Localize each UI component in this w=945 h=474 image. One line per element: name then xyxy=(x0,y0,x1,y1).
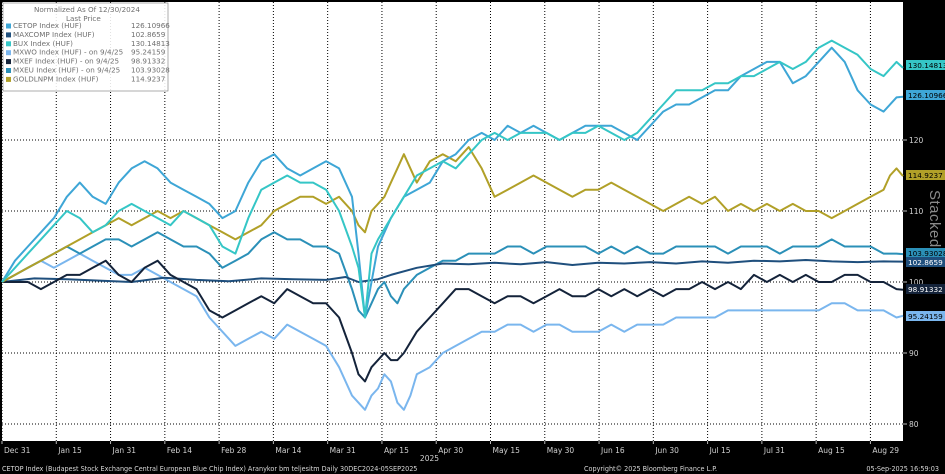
last-value-tag-bg xyxy=(906,60,945,70)
x-tick-label: Jun 16 xyxy=(600,446,625,455)
legend-box xyxy=(2,2,169,92)
x-year-label: 2025 xyxy=(420,454,439,463)
x-tick-label: Jun 30 xyxy=(654,446,679,455)
last-value-tag: 102.8659 xyxy=(906,257,945,267)
last-value-tag-bg xyxy=(906,257,945,267)
series-line-4 xyxy=(2,259,904,383)
x-tick-label: Feb 14 xyxy=(167,446,192,455)
x-tick-label: Jul 15 xyxy=(709,446,731,455)
last-value-tag-text: 102.8659 xyxy=(908,258,943,267)
legend-series-name: MXWO Index (HUF) - on 9/4/25 xyxy=(13,48,123,57)
y-tick-label: 80 xyxy=(909,420,919,429)
y-tick-label: 90 xyxy=(909,349,919,358)
x-tick-label: Feb 28 xyxy=(221,446,246,455)
legend-series-value: 95.24159 xyxy=(131,48,166,57)
legend-subtitle: Last Price xyxy=(66,14,101,23)
x-tick-label: Jan 15 xyxy=(57,446,82,455)
series-line-6 xyxy=(1,146,904,283)
last-value-tag-text: 95.24159 xyxy=(908,312,943,321)
last-value-tag-text: 103.93028 xyxy=(908,249,945,258)
stacked-watermark: Stacked xyxy=(926,190,943,248)
legend-series-value: 103.93028 xyxy=(131,66,170,75)
legend-series-value: 114.9237 xyxy=(131,74,165,83)
last-value-tag-bg xyxy=(906,311,945,321)
x-tick-label: Aug 15 xyxy=(818,446,845,455)
legend-series-name: GOLDLNPM Index (HUF) xyxy=(13,74,99,83)
x-tick-label: May 15 xyxy=(492,446,520,455)
x-tick-label: May 30 xyxy=(547,446,575,455)
last-value-tag-text: 126.10966 xyxy=(908,91,945,100)
y-tick-label: 110 xyxy=(909,207,924,216)
legend-series-value: 102.8659 xyxy=(131,30,166,39)
last-value-tag: 130.14813 xyxy=(906,60,945,70)
legend-series-name: BUX Index (HUF) xyxy=(13,39,73,48)
legend-swatch xyxy=(6,50,11,56)
last-value-tag-bg xyxy=(906,90,945,100)
chart-footer: CETOP Index (Budapest Stock Exchange Cen… xyxy=(0,463,945,474)
legend-title: Normalized As Of 12/30/2024 xyxy=(34,5,140,14)
last-value-tag-text: 98.91332 xyxy=(908,285,943,294)
last-value-tag-bg xyxy=(906,248,945,258)
x-tick-label: Jan 31 xyxy=(112,446,137,455)
x-tick-label: Mar 31 xyxy=(330,446,356,455)
legend-series-value: 126.10966 xyxy=(131,21,170,30)
legend-swatch xyxy=(6,32,11,38)
x-tick-label: Mar 14 xyxy=(275,446,301,455)
legend-swatch xyxy=(6,59,11,65)
series-line-1 xyxy=(1,259,904,283)
x-tick-label: Dec 31 xyxy=(4,446,31,455)
last-value-tag-text: 114.9237 xyxy=(908,171,943,180)
last-value-tag-bg xyxy=(906,170,945,180)
last-value-tag-bg xyxy=(906,284,945,294)
footer-timestamp: 05-Sep-2025 16:59:03 xyxy=(866,464,939,473)
legend-series-name: MXEU Index (HUF) - on 9/4/25 xyxy=(13,66,120,75)
footer-description: CETOP Index (Budapest Stock Exchange Cen… xyxy=(2,464,418,473)
legend-swatch xyxy=(6,23,11,29)
x-tick-label: Aug 29 xyxy=(872,446,899,455)
gridlines xyxy=(1,2,903,441)
y-tick-label: 100 xyxy=(909,278,924,287)
last-value-tag: 95.24159 xyxy=(906,311,945,321)
legend-swatch xyxy=(6,41,11,47)
footer-copyright: Copyright© 2025 Bloomberg Finance L.P. xyxy=(584,464,718,473)
last-value-tag: 98.91332 xyxy=(906,284,945,294)
last-value-tag-text: 130.14813 xyxy=(908,61,945,70)
legend-series-name: MAXCOMP Index (HUF) xyxy=(13,30,95,39)
legend-series-name: MXEF Index (HUF) - on 9/4/25 xyxy=(13,57,119,66)
legend-series-value: 98.91332 xyxy=(131,57,165,66)
last-value-tag: 103.93028 xyxy=(906,248,945,258)
x-tick-label: Jul 31 xyxy=(763,446,785,455)
series-line-5 xyxy=(1,231,904,319)
x-tick-label: Apr 15 xyxy=(384,446,409,455)
legend-swatch xyxy=(6,68,11,73)
last-value-tag: 114.9237 xyxy=(906,170,945,180)
legend-series-value: 130.14813 xyxy=(131,39,170,48)
x-tick-label: Apr 30 xyxy=(438,446,463,455)
legend-series-name: CETOP Index (HUF) xyxy=(13,21,82,30)
y-tick-label: 120 xyxy=(909,136,924,145)
last-value-tag: 126.10966 xyxy=(906,90,945,100)
line-chart: Dec 31 Jan 15 Jan 31 Feb 14 Feb 28 Mar 14 Mar … xyxy=(0,0,945,463)
legend-swatch xyxy=(6,76,11,82)
series-line-2 xyxy=(1,39,904,319)
